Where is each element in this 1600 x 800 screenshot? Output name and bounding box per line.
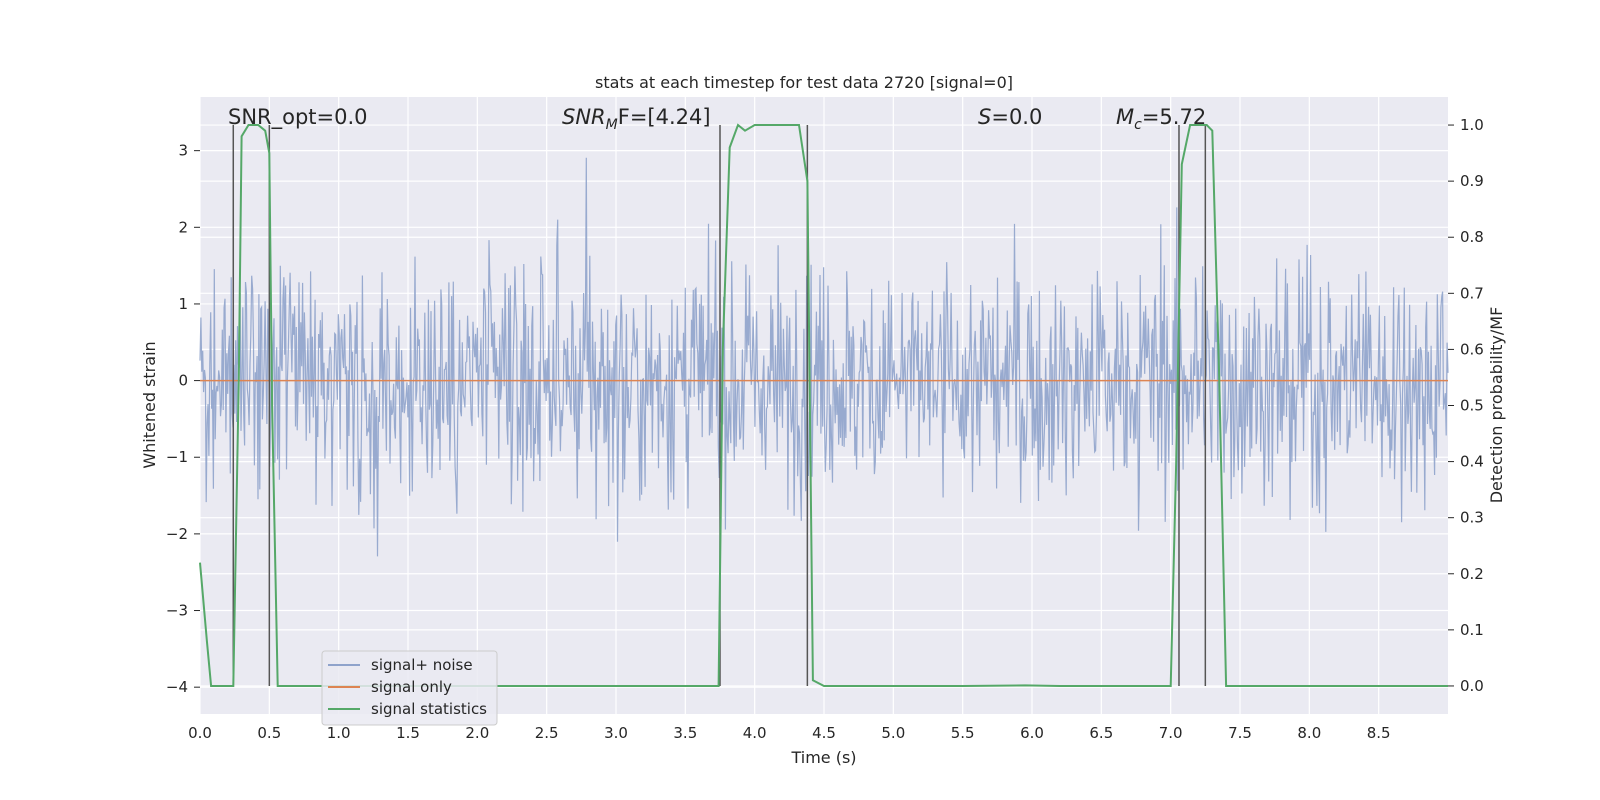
signal-noise-line (199, 157, 1449, 557)
x-tick-label: 7.0 (1159, 724, 1183, 742)
mc-main: M (1116, 105, 1134, 129)
x-tick-label: 7.5 (1228, 724, 1252, 742)
x-tick-label: 2.0 (465, 724, 489, 742)
left-y-tick-label: −2 (166, 525, 188, 543)
x-tick-label: 0.5 (257, 724, 281, 742)
annotation-s: S=0.0 (978, 105, 1042, 129)
signal-statistics-line (199, 123, 1448, 687)
chart-title: stats at each timestep for test data 272… (595, 73, 1013, 92)
left-y-tick-label: −3 (166, 602, 188, 620)
snr-mf-sub: M (606, 117, 618, 133)
legend-label-signal-only: signal only (371, 678, 452, 696)
right-y-tick-label: 0.1 (1460, 621, 1484, 639)
legend-label-statistics: signal statistics (371, 700, 487, 718)
x-tick-label: 3.5 (673, 724, 697, 742)
right-y-tick-labels: 1.0 0.9 0.8 0.7 0.6 0.5 0.4 0.3 0.2 0.1 0.0 (1448, 116, 1484, 695)
left-y-tick-label: 2 (178, 218, 188, 236)
x-tick-labels: 0.0 0.5 1.0 1.5 2.0 2.5 3.0 3.5 4.0 4.5 5.0 5.5 6.0 6… (188, 724, 1391, 742)
right-y-tick-label: 0.7 (1460, 284, 1484, 302)
right-y-tick-label: 0.0 (1460, 677, 1484, 695)
x-axis-label: Time (s) (790, 748, 856, 767)
x-tick-label: 6.0 (1020, 724, 1044, 742)
left-y-tick-label: 3 (178, 142, 188, 160)
left-y-tick-label: 1 (178, 295, 188, 313)
legend-label-noise: signal+ noise (371, 656, 473, 674)
x-tick-label: 3.0 (604, 724, 628, 742)
right-y-tick-label: 0.5 (1460, 397, 1484, 415)
snr-mf-rest: F=[4.24] (618, 105, 711, 129)
right-y-axis-label: Detection probability/MF (1487, 307, 1506, 504)
annotation-mc: Mc=5.72 (1116, 105, 1206, 133)
left-y-tick-label: 0 (178, 372, 188, 390)
right-y-tick-label: 1.0 (1460, 116, 1484, 134)
x-tick-label: 6.5 (1089, 724, 1113, 742)
x-tick-label: 1.5 (396, 724, 420, 742)
left-y-tick-label: −4 (166, 678, 188, 696)
mc-rest: =5.72 (1142, 105, 1206, 129)
x-tick-label: 5.5 (951, 724, 975, 742)
legend-box (321, 650, 498, 726)
right-y-tick-label: 0.8 (1460, 228, 1484, 246)
x-tick-label: 8.5 (1367, 724, 1391, 742)
annotation-snr-opt: SNR_opt=0.0 (228, 105, 368, 130)
x-tick-label: 2.5 (535, 724, 559, 742)
x-tick-label: 4.5 (812, 724, 836, 742)
s-italic: S (978, 105, 991, 129)
annotation-snr-mf: SNRMF=[4.24] (562, 105, 711, 133)
snr-mf-main: SNR (562, 105, 606, 129)
s-rest: =0.0 (991, 105, 1042, 129)
legend: signal+ noise signal only signal statist… (321, 650, 498, 726)
left-y-tick-label: −1 (166, 448, 188, 466)
right-y-tick-label: 0.6 (1460, 340, 1484, 358)
right-y-tick-label: 0.2 (1460, 565, 1484, 583)
x-tick-label: 8.0 (1297, 724, 1321, 742)
x-tick-label: 5.0 (881, 724, 905, 742)
right-y-tick-label: 0.9 (1460, 172, 1484, 190)
x-tick-label: 1.0 (327, 724, 351, 742)
right-y-tick-label: 0.4 (1460, 453, 1484, 471)
mc-sub: c (1134, 117, 1142, 133)
left-y-tick-labels: 3 2 1 0 −1 −2 −3 −4 (166, 142, 200, 696)
x-tick-label: 0.0 (188, 724, 212, 742)
right-y-tick-label: 0.3 (1460, 509, 1484, 527)
x-tick-label: 4.0 (743, 724, 767, 742)
left-y-axis-label: Whitened strain (140, 341, 159, 468)
